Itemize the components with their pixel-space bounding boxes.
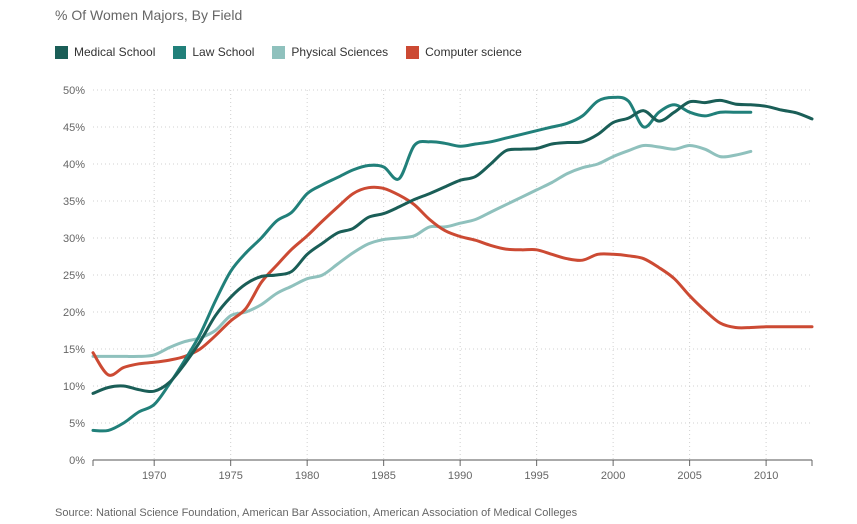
y-tick-label: 40% bbox=[63, 159, 85, 171]
y-tick-label: 25% bbox=[63, 270, 85, 282]
x-tick-label: 1970 bbox=[142, 470, 166, 482]
legend-label-medical-school: Medical School bbox=[74, 45, 156, 59]
x-tick-label: 1995 bbox=[524, 470, 548, 482]
x-tick-label: 1985 bbox=[371, 470, 395, 482]
legend-label-computer-science: Computer science bbox=[425, 45, 522, 59]
y-tick-label: 0% bbox=[69, 455, 85, 467]
x-tick-label: 2010 bbox=[754, 470, 778, 482]
series-line-law-school[interactable] bbox=[91, 95, 753, 433]
y-tick-label: 5% bbox=[69, 418, 85, 430]
legend-swatch-computer-science bbox=[406, 45, 420, 59]
y-tick-label: 20% bbox=[63, 307, 85, 319]
series-line-computer-science[interactable] bbox=[91, 185, 814, 377]
legend-swatch-physical-sciences bbox=[272, 45, 286, 59]
legend-label-law-school: Law School bbox=[192, 45, 255, 59]
legend-label-physical-sciences: Physical Sciences bbox=[291, 45, 389, 59]
y-tick-label: 10% bbox=[63, 381, 85, 393]
legend-swatch-law-school bbox=[173, 45, 187, 59]
legend-item-computer-science[interactable]: Computer science bbox=[406, 45, 522, 59]
series-line-physical-sciences[interactable] bbox=[91, 143, 753, 358]
legend: Medical School Law School Physical Scien… bbox=[55, 45, 522, 59]
legend-item-law-school[interactable]: Law School bbox=[173, 45, 254, 59]
x-tick-label: 1990 bbox=[448, 470, 472, 482]
legend-swatch-medical-school bbox=[55, 45, 68, 59]
y-tick-label: 15% bbox=[63, 344, 85, 356]
y-tick-label: 45% bbox=[63, 122, 85, 134]
x-tick-label: 1980 bbox=[295, 470, 319, 482]
x-tick-label: 1975 bbox=[218, 470, 242, 482]
x-tick-label: 2000 bbox=[601, 470, 625, 482]
y-tick-label: 50% bbox=[63, 85, 85, 97]
y-tick-label: 30% bbox=[63, 233, 85, 245]
legend-item-medical-school[interactable]: Medical School bbox=[55, 45, 155, 59]
series-line-medical-school[interactable] bbox=[91, 98, 814, 395]
axes: 0% 5% 10% 15% 20% 25% 30% 35% 40% 45% 50% 1970 1975 1… bbox=[63, 85, 813, 482]
source-note: Source: National Science Foundation, Ame… bbox=[55, 507, 578, 519]
legend-item-physical-sciences[interactable]: Physical Sciences bbox=[272, 45, 388, 59]
x-tick-label: 2005 bbox=[677, 470, 701, 482]
chart-title: % Of Women Majors, By Field bbox=[55, 7, 243, 23]
y-tick-label: 35% bbox=[63, 196, 85, 208]
grid bbox=[93, 89, 812, 460]
series-lines bbox=[91, 95, 814, 433]
